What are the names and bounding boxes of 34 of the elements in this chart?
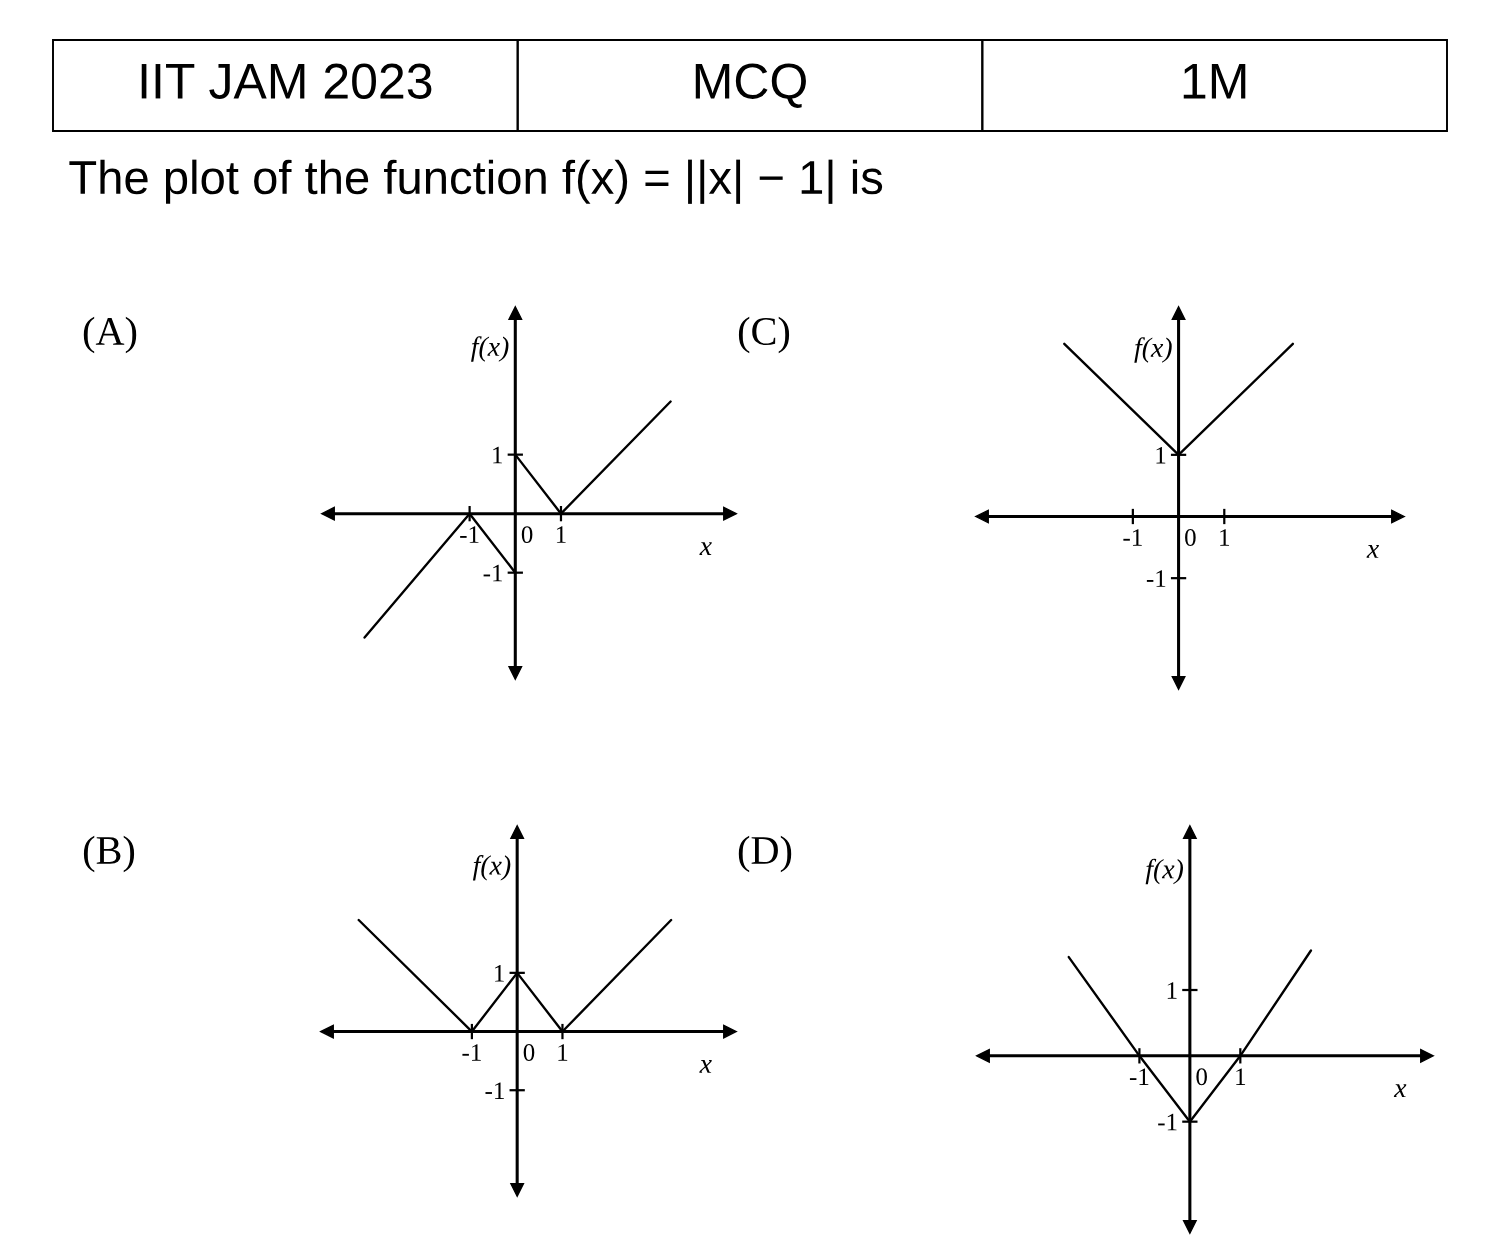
x-tick-label: 1	[1236, 1068, 1246, 1085]
y-tick-label: 1	[495, 965, 504, 982]
x-tick-label: 0	[1185, 529, 1196, 546]
x-tick-label: -1	[460, 526, 479, 543]
text: The plot of the function f(x) = ||x| − 1| is	[69, 159, 883, 204]
x-tick-label: 0	[523, 1044, 535, 1061]
x-tick-label: 0	[521, 526, 533, 544]
chart-title: (C)	[738, 316, 790, 354]
y-tick-label: 1	[493, 446, 502, 464]
y-axis-title: f(x)	[1134, 337, 1172, 363]
x-tick-label: -1	[1123, 529, 1142, 546]
x-tick-label: -1	[462, 1044, 481, 1061]
y-axis-title: f(x)	[472, 855, 511, 881]
y-axis-title: f(x)	[1145, 858, 1184, 885]
y-tick-label: -1	[483, 564, 502, 582]
x-axis-title: x	[699, 1060, 712, 1073]
x-axis-title: x	[699, 542, 712, 555]
x-tick-label: 1	[1220, 529, 1230, 546]
chart-title: (B)	[83, 835, 135, 873]
x-axis-title: x	[1393, 1084, 1407, 1098]
x-axis-title: x	[1366, 545, 1379, 558]
x-tick-label: 0	[1196, 1068, 1207, 1086]
text: MCQ	[695, 63, 806, 108]
x-tick-label: 1	[558, 1044, 568, 1061]
chart-title: (A)	[83, 316, 137, 354]
y-tick-label: -1	[485, 1082, 504, 1099]
text: 1M	[1183, 64, 1246, 99]
y-axis-title: f(x)	[471, 336, 509, 362]
y-tick-label: 1	[1156, 447, 1166, 464]
y-tick-label: -1	[1158, 1113, 1177, 1131]
x-tick-label: 1	[556, 526, 566, 543]
chart-title: (D)	[738, 835, 792, 873]
x-tick-label: -1	[1129, 1068, 1149, 1085]
text: IIT JAM 2023	[141, 63, 432, 99]
